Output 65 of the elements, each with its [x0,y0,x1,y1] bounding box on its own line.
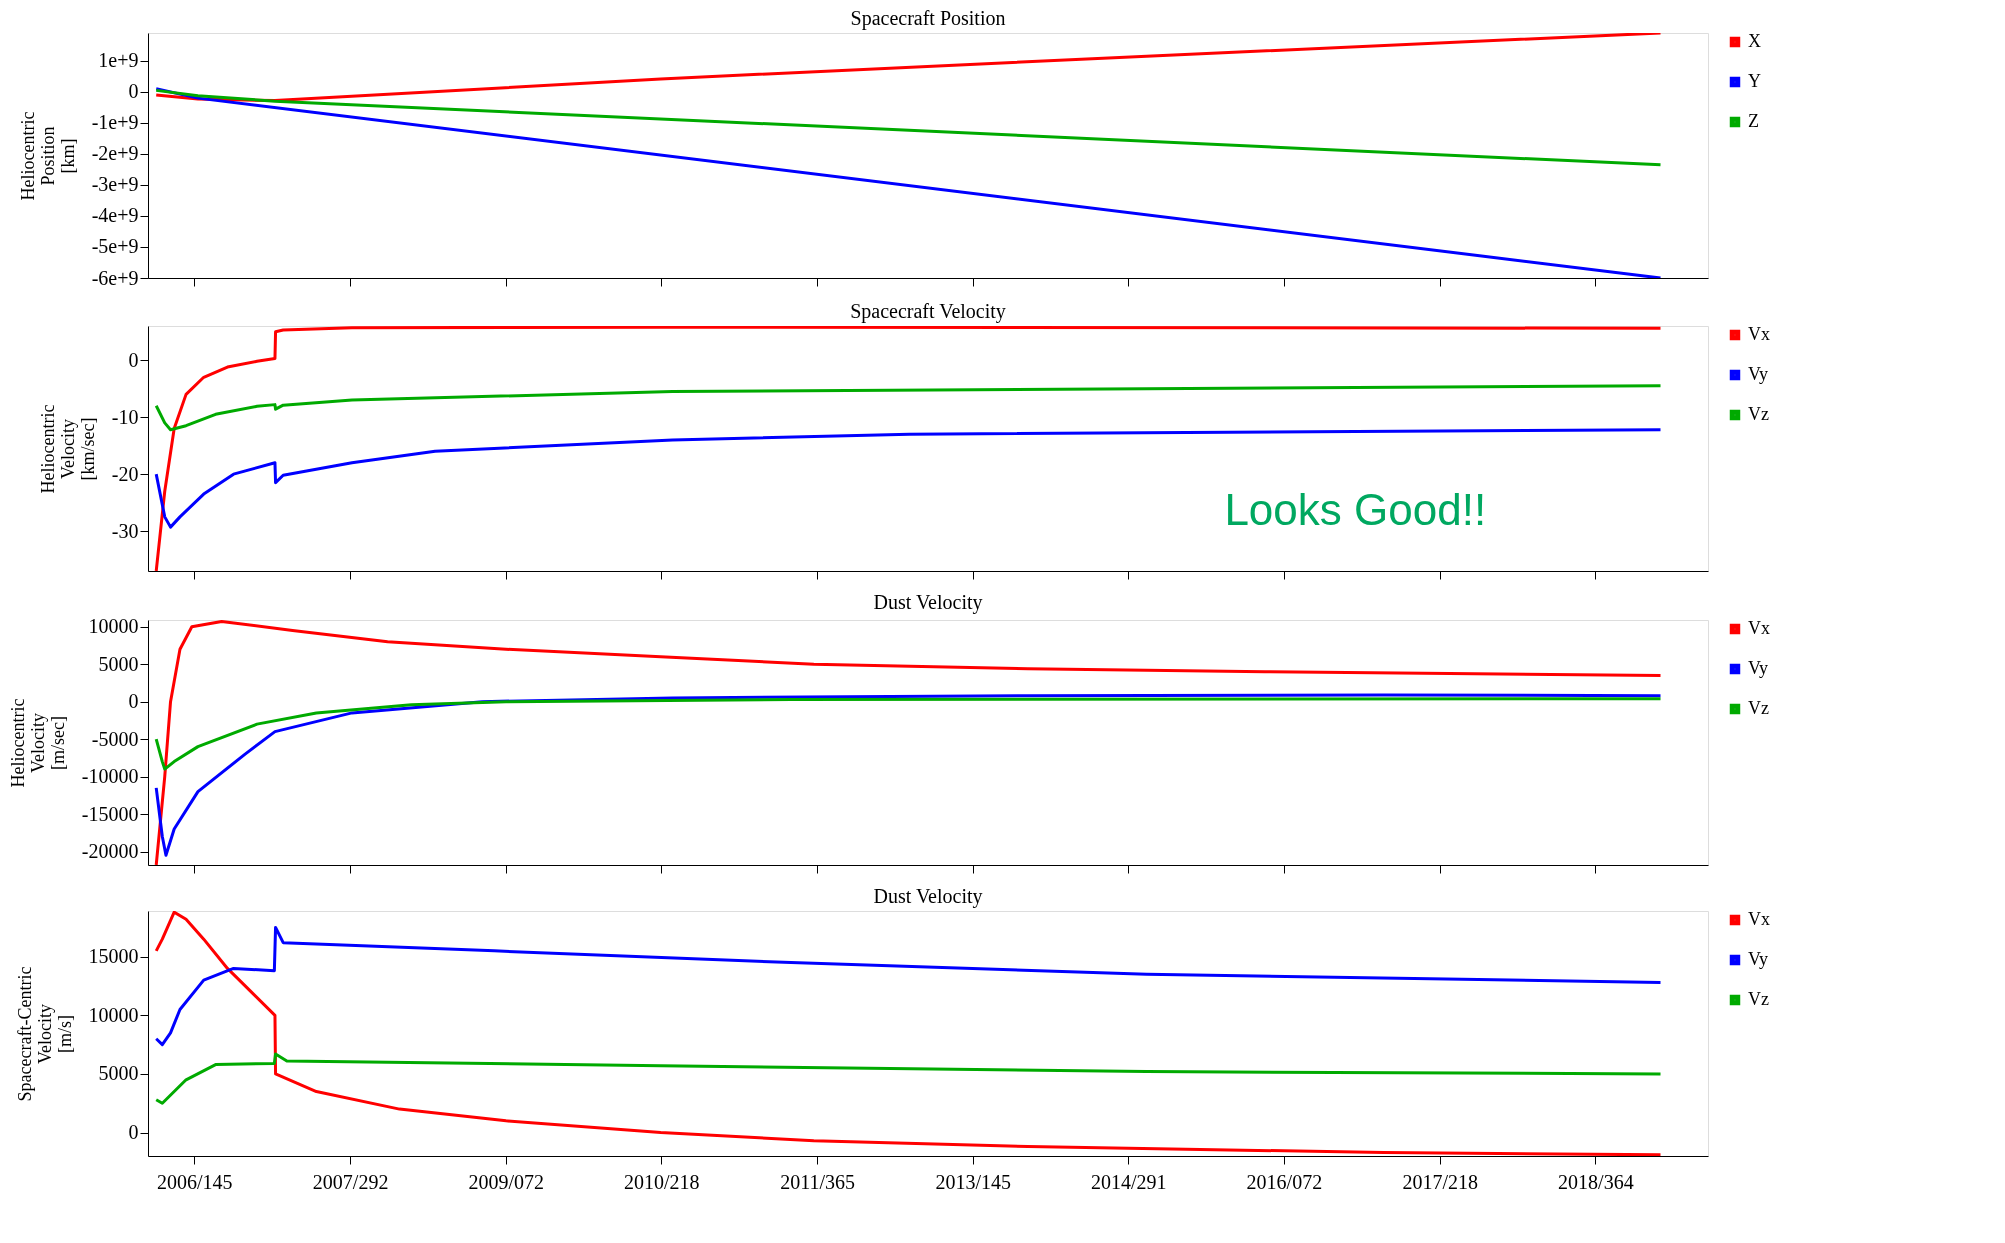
x-tick-label: 2016/072 [1246,1170,1323,1193]
x-tick-label: 2010/218 [624,1170,700,1193]
y-tick-label: 0 [128,1121,139,1144]
legend-label: Vz [1748,989,1769,1009]
x-tick-label: 2011/365 [780,1170,856,1193]
y-tick-label: 1e+9 [98,49,139,72]
line-series [154,384,1663,432]
line-series [154,33,1663,103]
chart-title: Spacecraft Velocity [850,300,1006,323]
y-tick-label: 0 [128,348,139,371]
y-tick-label: 10000 [88,615,139,638]
y-tick-label: 15000 [88,945,139,968]
y-axis-title: Heliocentric Position [km] [17,111,78,201]
y-axis-title: Spacecraft-Centric Velocity [m/s] [14,966,75,1102]
y-tick-label: -6e+9 [91,266,139,289]
x-tick-label: 2018/364 [1558,1170,1634,1193]
y-tick-label: -3e+9 [91,173,139,196]
line-series [154,428,1663,529]
line-series [154,88,1663,167]
y-tick-label: -10000 [81,765,139,788]
y-tick-label: -4e+9 [91,204,139,227]
legend-label: Z [1748,111,1759,131]
y-tick-label: -5000 [91,727,139,750]
x-tick-label: 2014/291 [1091,1170,1167,1193]
y-axis-title: Heliocentric Velocity [m/sec] [7,698,68,788]
y-axis-title: Heliocentric Velocity [km/sec] [37,404,98,494]
y-tick-label: 0 [128,80,139,103]
legend-label: Vx [1748,909,1770,929]
y-tick-label: 0 [128,690,139,713]
y-tick-label: -2e+9 [91,142,139,165]
y-tick-label: -5e+9 [91,235,139,258]
legend-label: Vz [1748,404,1769,424]
line-series [154,911,1663,1156]
line-series [154,697,1663,771]
line-series [154,620,1663,865]
x-tick-label: 2007/292 [312,1170,389,1193]
chart-title: Dust Velocity [873,885,983,908]
x-tick-label: 2009/072 [468,1170,545,1193]
chart-title: Spacecraft Position [850,7,1006,30]
x-tick-label: 2013/145 [935,1170,1012,1193]
y-tick-label: 5000 [98,652,139,675]
y-tick-label: -1e+9 [91,111,139,134]
y-tick-label: -10 [111,405,139,428]
y-tick-label: 10000 [88,1003,139,1026]
y-tick-label: -30 [111,519,139,542]
legend-label: Y [1748,71,1761,91]
x-tick-label: 2006/145 [157,1170,233,1193]
line-series [154,925,1663,1047]
chart-title: Dust Velocity [873,590,983,614]
y-tick-label: 5000 [98,1062,139,1085]
x-tick-label: 2017/218 [1402,1170,1479,1193]
legend-label: Vx [1748,618,1770,638]
line-series [154,1052,1663,1105]
annotation: Looks Good!! [1224,485,1487,535]
y-tick-label: -15000 [81,802,139,825]
legend-label: Vy [1748,364,1769,384]
line-series [154,693,1663,857]
legend-label: Vz [1748,698,1769,718]
line-series [154,326,1663,571]
y-tick-label: -20000 [81,840,139,863]
legend-label: Vx [1748,324,1770,344]
legend-label: Vy [1748,949,1769,969]
y-tick-label: -20 [111,462,139,485]
legend-label: Vy [1748,658,1769,678]
legend-label: X [1748,31,1761,51]
